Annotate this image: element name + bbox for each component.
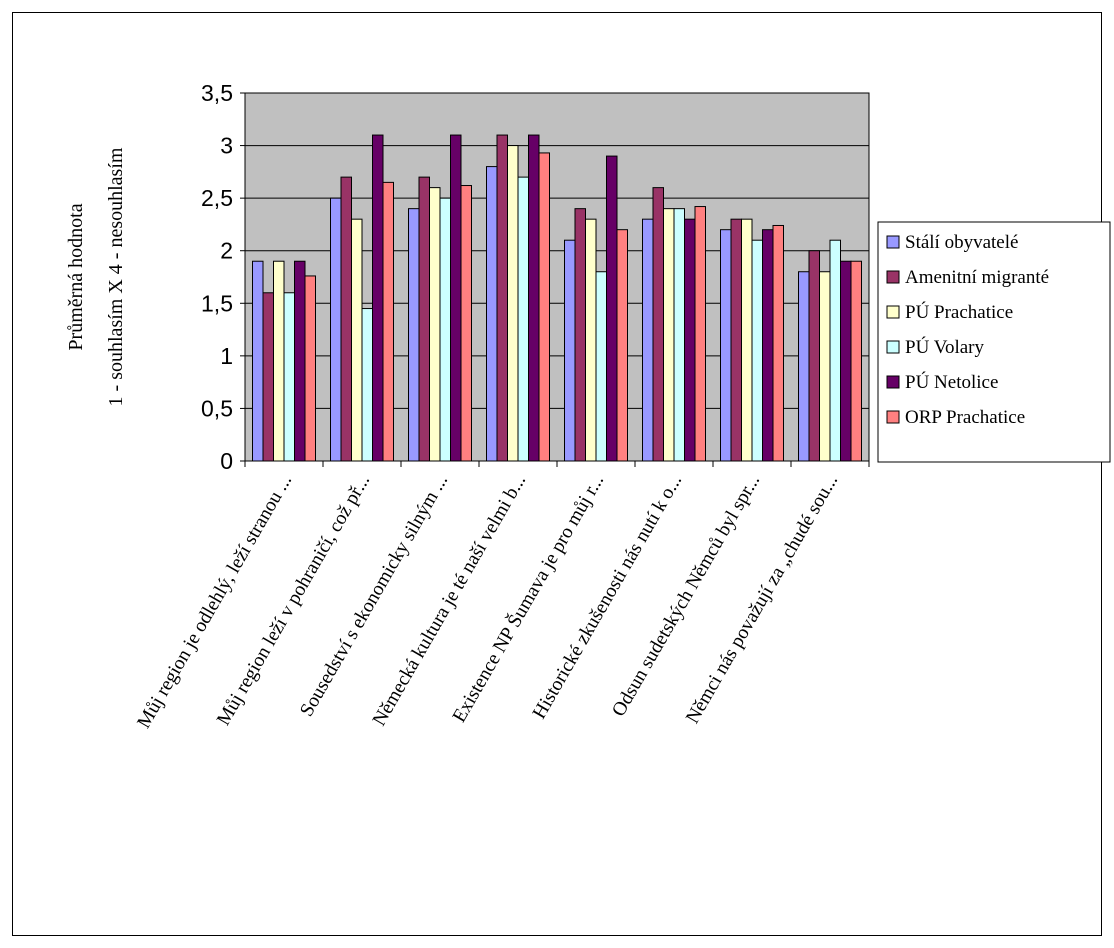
bar-5-8 <box>840 260 852 462</box>
bar-5-7 <box>762 229 774 462</box>
axes <box>240 92 870 467</box>
bar-5-1 <box>294 260 306 462</box>
bar-3-2 <box>351 218 363 462</box>
bar-5-3 <box>450 134 462 462</box>
bar-2-5 <box>574 208 586 462</box>
category-label: Existence NP Šumava je pro můj r... <box>448 471 608 727</box>
bar-1-6 <box>642 218 654 462</box>
bar-2-6 <box>652 187 664 462</box>
bar-2-1 <box>262 292 274 462</box>
legend-label: ORP Prachatice <box>905 407 1025 428</box>
bar-2-7 <box>730 218 742 462</box>
category-label: Historické zkušenosti nás nutí k o... <box>529 471 686 723</box>
legend-swatch <box>886 410 900 424</box>
bar-5-6 <box>684 218 696 462</box>
bar-4-2 <box>361 308 373 462</box>
bar-5-5 <box>606 155 618 462</box>
legend-swatch <box>886 340 900 354</box>
bar-6-6 <box>694 206 706 462</box>
legend-label: PÚ Prachatice <box>905 301 1013 323</box>
y-tick-label: 0,5 <box>201 395 233 421</box>
bar-5-2 <box>372 134 384 462</box>
legend-label: PÚ Volary <box>905 336 985 358</box>
y-tick-label: 3 <box>220 133 233 159</box>
bar-3-3 <box>429 187 441 462</box>
legend-label: Stálí obyvatelé <box>905 232 1018 253</box>
legend-box <box>877 221 1111 463</box>
bar-1-4 <box>486 166 498 462</box>
bar-5-4 <box>528 134 540 462</box>
bar-1-3 <box>408 208 420 462</box>
bar-3-6 <box>663 208 675 462</box>
y-tick-label: 1 <box>220 343 233 369</box>
bar-4-3 <box>439 197 451 462</box>
y-tick-label: 2,5 <box>201 185 233 211</box>
bar-4-1 <box>283 292 295 462</box>
bar-1-5 <box>564 239 576 462</box>
category-label: Sousedství s ekonomicky silným ... <box>296 471 452 720</box>
bar-1-7 <box>720 229 732 462</box>
bar-6-7 <box>772 224 784 462</box>
bar-3-4 <box>507 145 519 462</box>
category-label: Můj region je odlehlý, leží stranou ... <box>134 471 297 732</box>
bar-4-7 <box>751 239 763 462</box>
bar-6-2 <box>382 181 394 462</box>
bar-3-5 <box>585 218 597 462</box>
y-tick-labels: 0 0,5 1 1,5 2 2,5 3 3,5 <box>201 80 233 474</box>
category-labels: Můj region je odlehlý, leží stranou ...M… <box>134 471 843 732</box>
category-label: Němci nás považují za „chudé sou... <box>682 471 842 727</box>
category-label: Německá kultura je té naší velmi b... <box>369 471 530 730</box>
y-axis-title-line2: 1 - souhlasím X 4 - nesouhlasím <box>105 147 127 406</box>
bar-4-5 <box>595 271 607 462</box>
bar-2-4 <box>496 134 508 462</box>
legend-label: Amenitní migranté <box>905 267 1049 288</box>
bar-2-8 <box>808 250 820 462</box>
legend-swatch <box>886 235 900 249</box>
legend: Stálí obyvatelé Amenitní migranté PÚ Prach… <box>877 221 1111 463</box>
bars <box>252 134 862 462</box>
bar-1-2 <box>330 197 342 462</box>
legend-label: PÚ Netolice <box>905 371 998 393</box>
y-tick-label: 2 <box>220 238 233 264</box>
bar-3-7 <box>741 218 753 462</box>
bar-3-1 <box>273 260 285 462</box>
y-axis-title-line1: Průměrná hodnota <box>65 203 87 350</box>
category-label: Odsun sudetských Němců byl spr... <box>608 471 764 720</box>
bar-2-2 <box>340 176 352 462</box>
y-tick-label: 3,5 <box>201 80 233 106</box>
bar-4-6 <box>673 208 685 462</box>
bar-6-3 <box>460 185 472 462</box>
category-label: Můj region leží v pohraničí, což př... <box>213 471 374 729</box>
bar-6-4 <box>538 152 550 462</box>
bar-3-8 <box>819 271 831 462</box>
bar-1-8 <box>798 271 810 462</box>
y-tick-label: 0 <box>220 448 233 474</box>
bar-6-8 <box>850 260 862 462</box>
bar-4-4 <box>517 176 529 462</box>
bar-6-5 <box>616 229 628 462</box>
bar-6-1 <box>304 275 316 462</box>
legend-swatch <box>886 375 900 389</box>
legend-swatch <box>886 305 900 319</box>
bar-4-8 <box>829 239 841 462</box>
legend-swatch <box>886 270 900 284</box>
bar-1-1 <box>252 260 264 462</box>
y-tick-label: 1,5 <box>201 290 233 316</box>
bar-2-3 <box>418 176 430 462</box>
